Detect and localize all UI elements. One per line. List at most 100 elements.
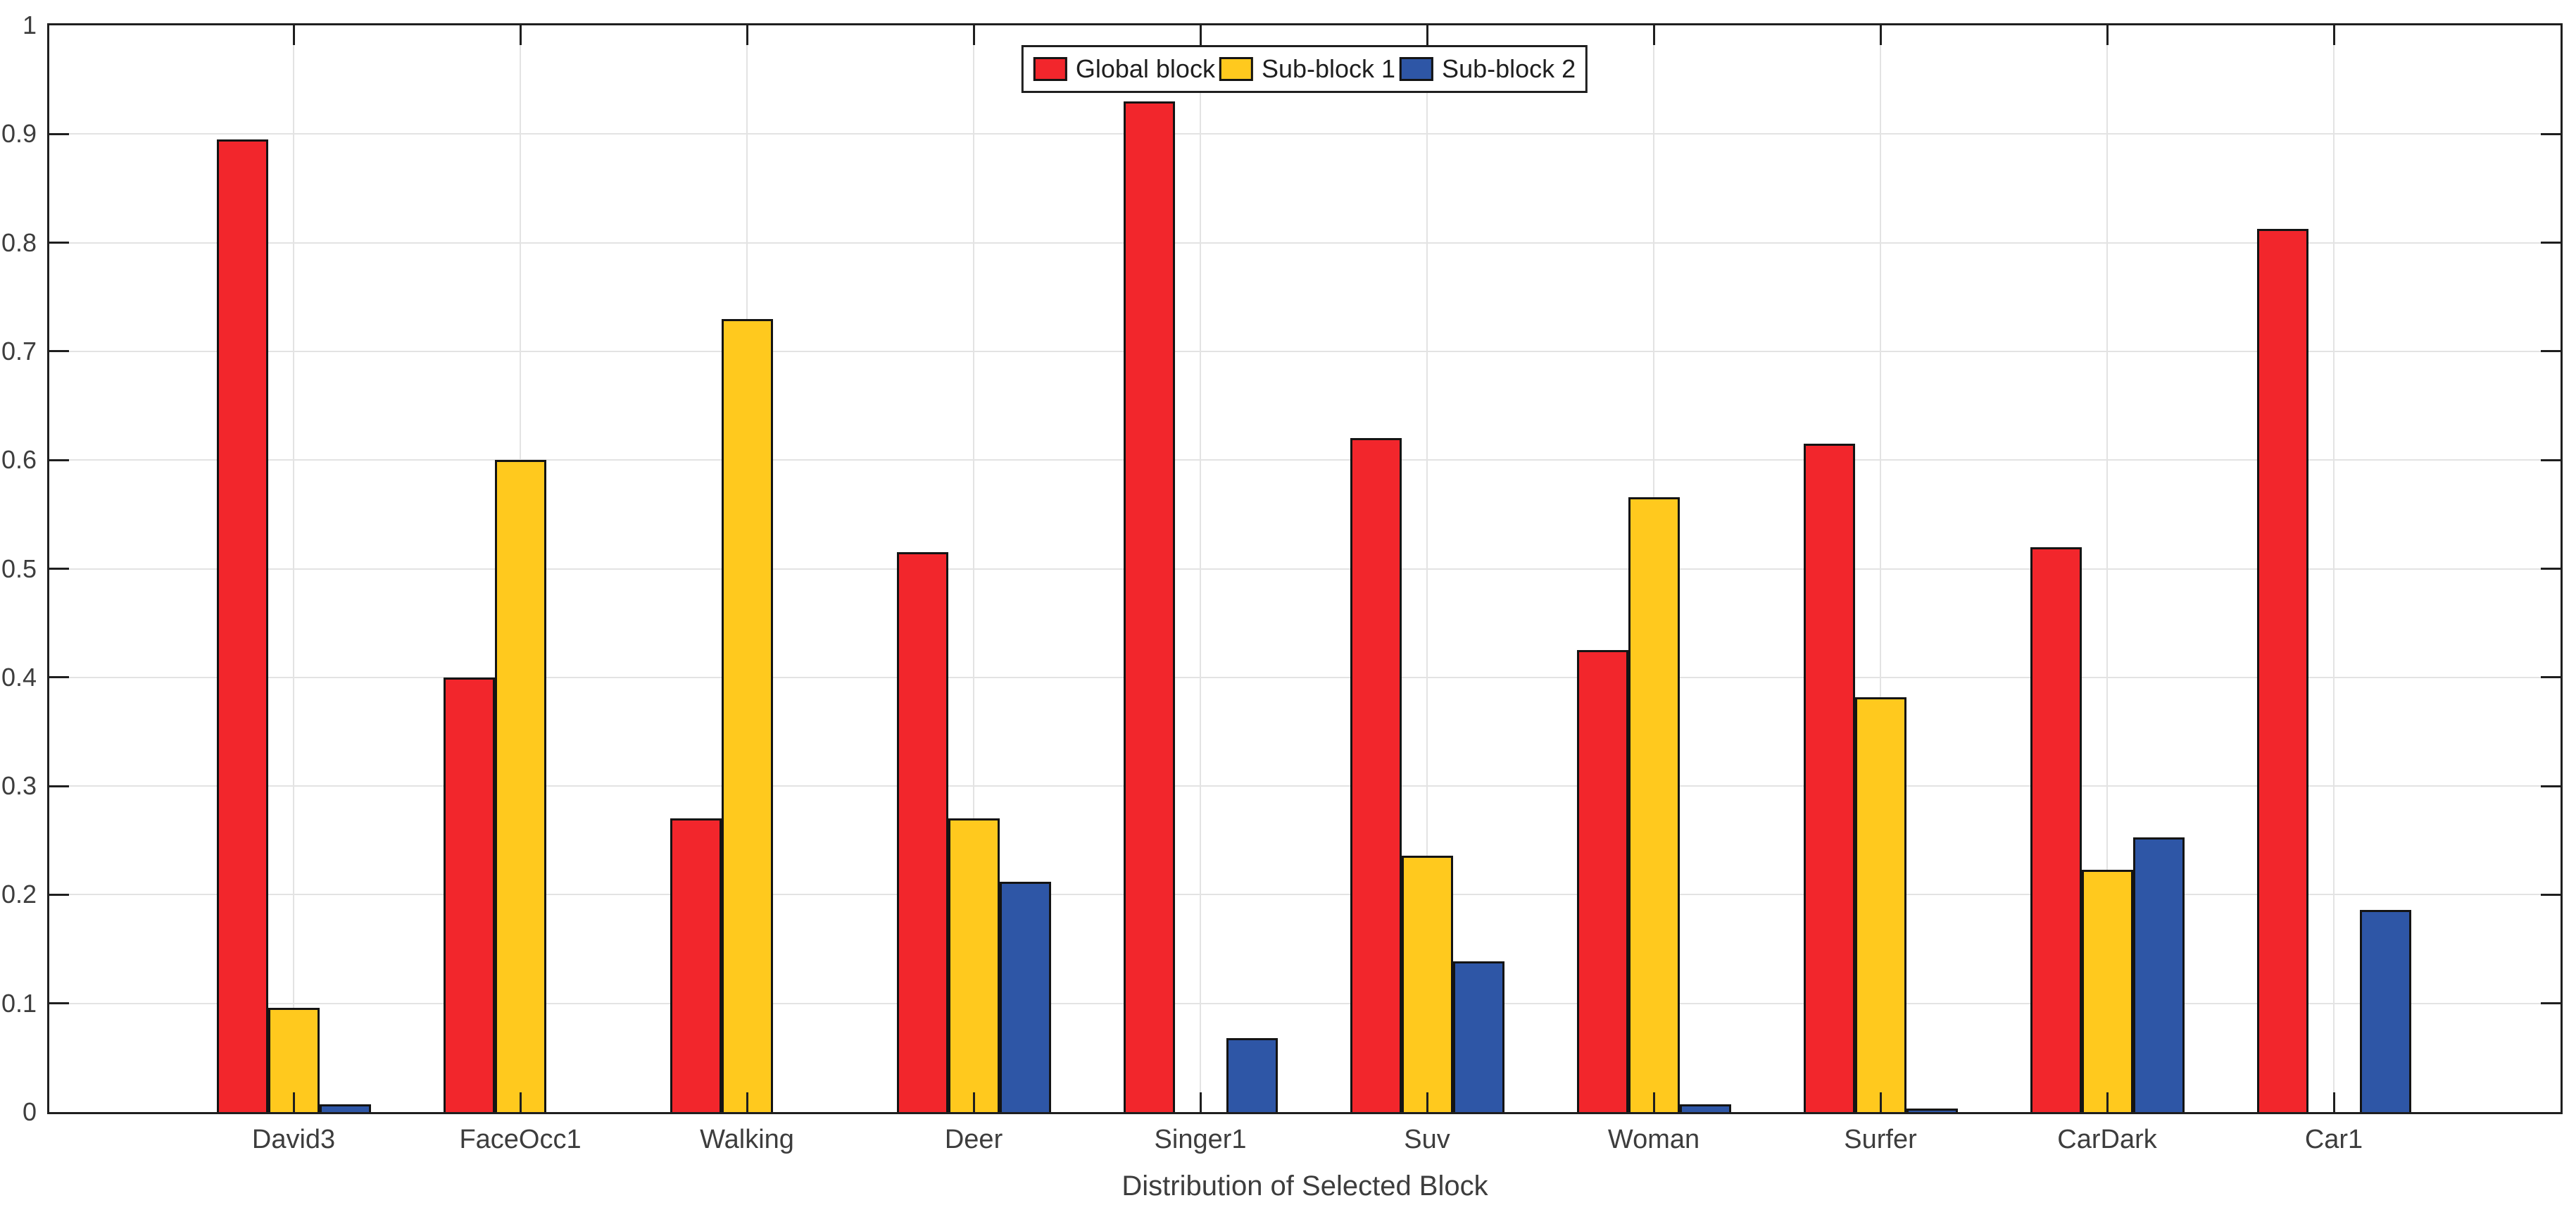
x-category-label: Woman	[1607, 1125, 1700, 1154]
bar-sub-block-1	[948, 818, 1000, 1112]
y-tick-label: 0.9	[1, 119, 37, 149]
v-gridline	[1200, 25, 1202, 1112]
y-axis-tick	[2541, 1002, 2561, 1005]
x-axis-tick	[1879, 1092, 1882, 1112]
bar-global-block	[2030, 547, 2082, 1112]
bar-global-block	[2256, 228, 2308, 1112]
bar-global-block	[1123, 101, 1175, 1112]
y-tick-label: 1	[22, 11, 37, 39]
legend-item: Sub-block 1	[1219, 54, 1395, 84]
bar-group	[1803, 25, 1958, 1112]
h-gridline	[49, 894, 2561, 896]
y-axis-tick	[2541, 893, 2561, 896]
legend: Global block Sub-block 1 Sub-block 2	[1021, 45, 1588, 93]
bar-sub-block-2	[2359, 910, 2411, 1112]
h-gridline	[49, 568, 2561, 570]
x-axis-tick	[2106, 1092, 2109, 1112]
bar-group	[443, 25, 598, 1112]
x-axis-tick	[972, 25, 975, 45]
bar-sub-block-1	[494, 460, 546, 1112]
y-axis-tick	[49, 568, 69, 570]
x-category-label: David3	[251, 1125, 336, 1154]
x-axis-tick	[519, 1092, 522, 1112]
h-gridline	[49, 676, 2561, 678]
y-axis-tick	[49, 785, 69, 787]
bar-group	[1350, 25, 1504, 1112]
h-gridline	[49, 459, 2561, 461]
y-tick-label: 0.2	[1, 880, 37, 909]
bar-sub-block-2	[1906, 1109, 1958, 1112]
legend-item: Global block	[1033, 54, 1215, 84]
y-axis-tick	[2541, 350, 2561, 353]
y-tick-label: 0	[22, 1097, 37, 1126]
x-axis-tick	[1652, 25, 1655, 45]
h-gridline	[49, 1002, 2561, 1004]
y-tick-label: 0.4	[1, 662, 37, 692]
y-axis-tick	[49, 676, 69, 679]
y-axis-tick	[49, 132, 69, 135]
x-axis-tick	[292, 25, 295, 45]
x-category-label: Walking	[700, 1125, 794, 1154]
x-axis-tick	[1199, 25, 1202, 45]
bar-global-block	[1350, 438, 1402, 1112]
x-axis-tick	[972, 1092, 975, 1112]
legend-label: Sub-block 1	[1261, 54, 1396, 83]
y-axis-tick	[2541, 458, 2561, 461]
v-gridline	[1880, 25, 1882, 1112]
y-axis-tick	[49, 458, 69, 461]
legend-label: Sub-block 2	[1442, 54, 1576, 83]
y-axis-tick	[49, 350, 69, 353]
y-axis-tick	[2541, 242, 2561, 244]
bar-group	[2256, 25, 2411, 1112]
bar-sub-block-1	[1854, 697, 1906, 1112]
h-gridline	[49, 133, 2561, 135]
y-tick-label: 0.7	[1, 336, 37, 366]
x-axis-tick	[2106, 25, 2109, 45]
v-gridline	[2333, 25, 2335, 1112]
h-gridline	[49, 785, 2561, 787]
bar-group	[2030, 25, 2185, 1112]
bar-global-block	[443, 677, 495, 1112]
y-tick-label: 0.8	[1, 227, 37, 257]
x-category-label: Surfer	[1844, 1125, 1917, 1154]
y-tick-label: 0.5	[1, 554, 37, 583]
v-gridline	[2106, 25, 2108, 1112]
bar-global-block	[896, 552, 948, 1112]
x-axis-tick	[1652, 1092, 1655, 1112]
legend-item: Sub-block 2	[1400, 54, 1576, 84]
bar-group	[896, 25, 1051, 1112]
bar-sub-block-1	[2081, 869, 2133, 1112]
x-axis-tick	[746, 25, 748, 45]
y-axis-tick	[2541, 568, 2561, 570]
plot-area	[47, 23, 2563, 1114]
x-axis-title: Distribution of Selected Block	[1121, 1171, 1488, 1202]
h-gridline	[49, 350, 2561, 352]
x-category-label: CarDark	[2057, 1125, 2157, 1154]
y-axis-tick	[2541, 676, 2561, 679]
x-axis-tick	[2332, 25, 2335, 45]
bar-sub-block-1	[1401, 855, 1453, 1112]
legend-swatch-icon	[1219, 57, 1253, 81]
bar-global-block	[216, 139, 268, 1112]
legend-swatch-icon	[1033, 57, 1067, 81]
x-category-label: Deer	[944, 1125, 1003, 1154]
bar-global-block	[1576, 650, 1628, 1112]
x-category-label: Suv	[1404, 1125, 1450, 1154]
y-axis-tick	[49, 893, 69, 896]
x-category-label: FaceOcc1	[459, 1125, 582, 1154]
y-axis-tick	[2541, 132, 2561, 135]
v-gridline	[973, 25, 975, 1112]
bar-group	[670, 25, 824, 1112]
bar-sub-block-2	[1226, 1038, 1278, 1112]
bar-sub-block-2	[319, 1104, 371, 1112]
x-axis-tick	[746, 1092, 748, 1112]
x-axis-tick	[519, 25, 522, 45]
legend-swatch-icon	[1400, 57, 1434, 81]
y-tick-label: 0.6	[1, 445, 37, 475]
bar-group	[1576, 25, 1731, 1112]
bar-sub-block-1	[721, 318, 773, 1112]
v-gridline	[293, 25, 295, 1112]
bar-sub-block-2	[1452, 961, 1504, 1112]
bar-group	[1123, 25, 1278, 1112]
